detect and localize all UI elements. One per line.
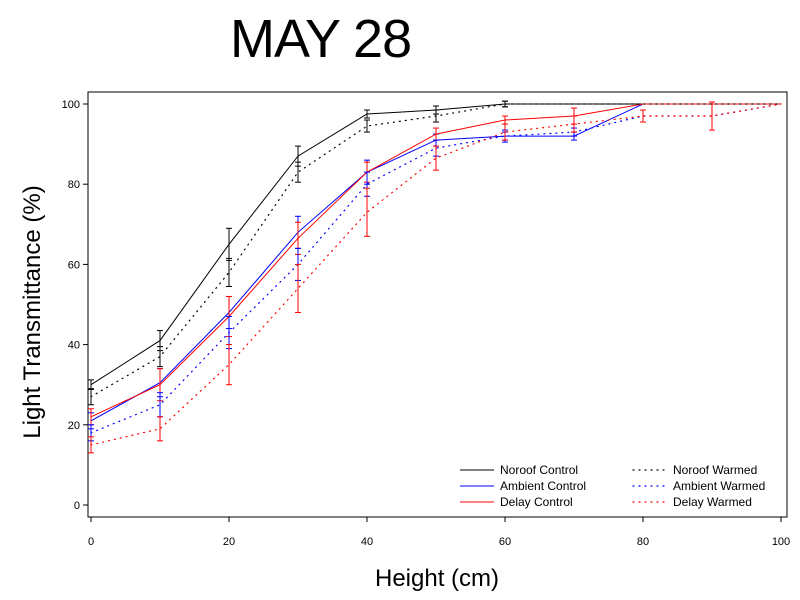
- series-delay-control: [88, 103, 781, 426]
- x-tick-label: 100: [772, 536, 790, 548]
- y-tick-label: 40: [68, 340, 80, 352]
- legend-label: Noroof Warmed: [673, 463, 757, 477]
- series-delay-warmed: [88, 101, 782, 454]
- legend-label: Delay Warmed: [673, 495, 752, 509]
- axis-layer: 0 20 40 60 80 100 0 20 40 60 80 100: [62, 99, 791, 548]
- chart-title: MAY 28: [230, 9, 412, 69]
- legend-label: Noroof Control: [500, 463, 578, 477]
- y-tick-label: 0: [74, 500, 80, 512]
- series-noroof-warmed: [88, 100, 782, 406]
- series-layer: [88, 100, 782, 454]
- x-axis-title: Height (cm): [375, 565, 499, 592]
- legend-label: Delay Control: [500, 495, 573, 509]
- y-tick-label: 20: [68, 420, 80, 432]
- legend-label: Ambient Warmed: [673, 479, 765, 493]
- y-tick-label: 80: [68, 179, 80, 191]
- x-tick-label: 80: [637, 536, 649, 548]
- y-tick-label: 60: [68, 259, 80, 271]
- plot-frame: [87, 91, 788, 518]
- series-noroof-control: [88, 100, 781, 391]
- x-tick-label: 20: [223, 536, 235, 548]
- series-ambient-control: [88, 103, 781, 430]
- legend-label: Ambient Control: [500, 479, 586, 493]
- x-tick-label: 40: [361, 536, 373, 548]
- x-tick-label: 0: [88, 536, 94, 548]
- legend: Noroof Control Ambient Control Delay Contr…: [460, 463, 765, 509]
- y-tick-label: 100: [62, 99, 80, 111]
- x-tick-label: 60: [499, 536, 511, 548]
- series-ambient-warmed: [88, 103, 782, 442]
- y-axis-title: Light Transmittance (%): [19, 185, 46, 438]
